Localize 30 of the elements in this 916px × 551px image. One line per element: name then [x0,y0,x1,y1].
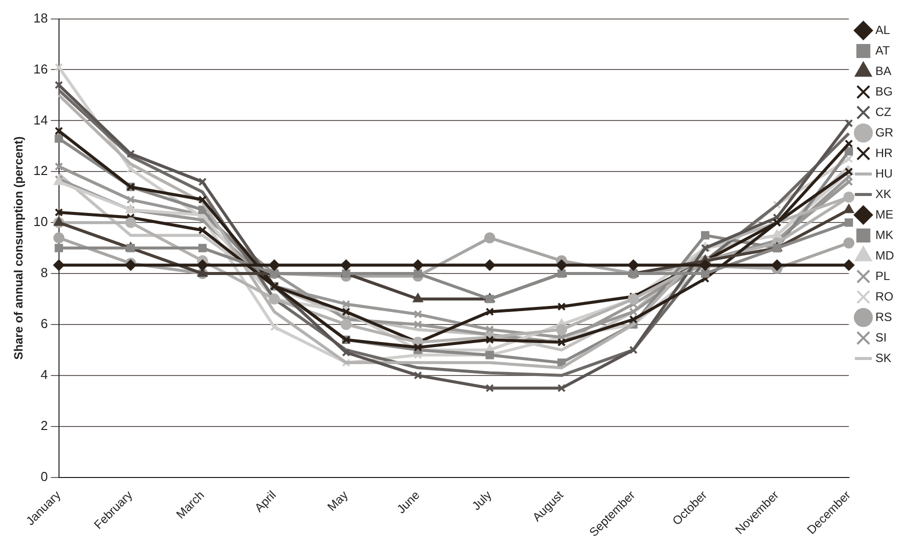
legend-label: BG [875,84,893,98]
y-tick-label: 14 [33,112,48,128]
legend-label: HU [875,166,893,180]
y-tick-label: 16 [33,61,48,76]
legend-label: RS [875,310,892,324]
x-tick-label: July [469,488,494,513]
legend-label: SK [875,350,892,365]
legend-label: XK [875,186,892,201]
y-tick-label: 6 [40,316,48,332]
legend-label: GR [875,125,894,140]
legend-label: AL [875,22,890,37]
y-tick-label: 10 [33,214,48,230]
legend-label: RO [875,289,894,304]
legend-label: MD [875,248,894,262]
y-tick-label: 8 [40,265,48,280]
x-tick-label: May [324,488,351,514]
y-tick-label: 0 [40,468,48,484]
y-tick-label: 2 [40,418,48,433]
y-tick-label: 12 [33,163,48,178]
legend-label: PL [875,268,890,283]
y-tick-label: 18 [33,10,48,26]
legend-label: BA [875,64,892,78]
legend-label: ME [875,207,894,222]
y-tick-label: 4 [40,367,48,382]
legend-label: HR [875,146,894,160]
y-axis-title: Share of annual consumption (percent) [12,136,26,360]
legend-label: SI [875,330,887,344]
legend-label: AT [875,43,890,58]
legend-label: CZ [875,104,892,119]
legend-label: MK [875,228,894,242]
